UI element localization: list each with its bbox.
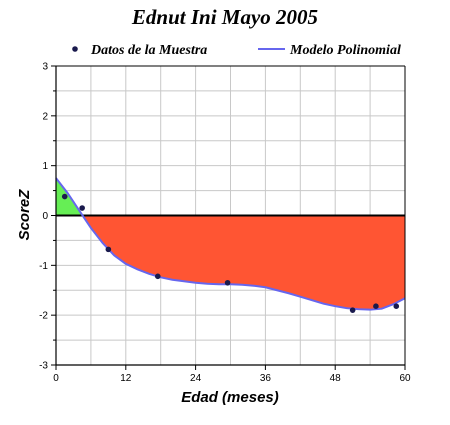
data-point — [105, 246, 112, 253]
plot-area: 0 12 24 36 48 60 3 2 1 0 -1 -2 -3 — [39, 62, 411, 385]
legend: Datos de la Muestra Modelo Polinomial — [72, 43, 401, 58]
y-tick-label: -2 — [39, 311, 48, 322]
y-tick-label: 1 — [42, 161, 48, 172]
model-polynomial-line — [55, 177, 406, 311]
x-tick-label: 60 — [399, 373, 411, 384]
x-tick-label: 48 — [330, 373, 342, 384]
data-point — [154, 273, 161, 280]
x-tick-label: 36 — [260, 373, 272, 384]
y-tick-label: -3 — [39, 361, 48, 372]
data-point — [224, 279, 231, 286]
legend-label-model: Modelo Polinomial — [289, 43, 401, 58]
legend-label-points: Datos de la Muestra — [90, 43, 207, 58]
data-point — [393, 303, 400, 309]
y-tick-label: 3 — [42, 62, 48, 73]
data-point — [373, 303, 379, 309]
x-tick-label: 0 — [53, 373, 59, 384]
x-tick-label: 12 — [120, 373, 132, 384]
legend-marker-points — [72, 46, 78, 52]
x-axis-title: Edad (meses) — [181, 389, 279, 406]
y-tick-label: 0 — [42, 211, 48, 222]
y-tick-label: -1 — [39, 261, 48, 272]
data-point — [61, 193, 68, 200]
y-axis-title: ScoreZ — [16, 189, 33, 241]
data-point — [349, 307, 356, 313]
data-point — [79, 205, 85, 211]
chart-title: Ednut Ini Mayo 2005 — [131, 5, 318, 29]
area-below-zero — [82, 215, 405, 310]
y-tick-label: 2 — [42, 111, 48, 122]
x-tick-label: 24 — [190, 373, 202, 384]
